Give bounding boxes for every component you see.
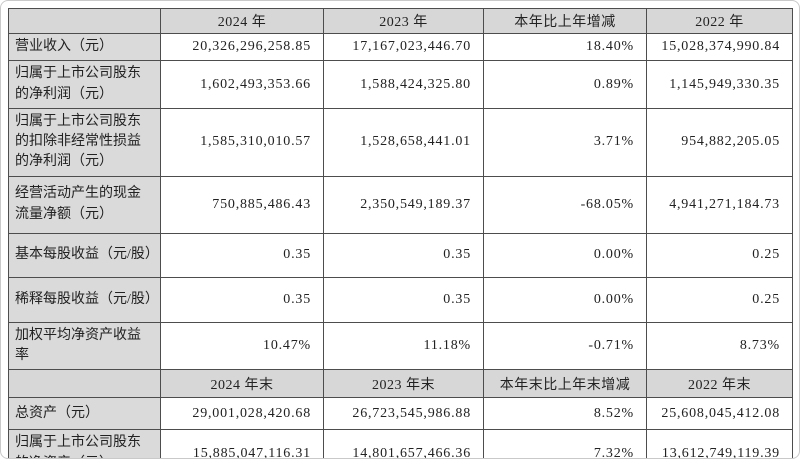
- value-2024: 0.35: [160, 232, 324, 278]
- row-label: 营业收入（元）: [8, 32, 161, 62]
- header-yoy-change: 本年比上年增减: [483, 8, 647, 34]
- value-2022: 0.25: [646, 276, 793, 323]
- value-change: 7.32%: [483, 429, 647, 458]
- header-blank-cell: [8, 8, 161, 34]
- value-change: 0.00%: [483, 276, 647, 323]
- value-2022: 0.25: [646, 232, 793, 278]
- row-label: 归属于上市公司股东的净利润（元）: [8, 60, 161, 109]
- value-2022: 4,941,271,184.73: [646, 175, 793, 234]
- value-change: 0.00%: [483, 232, 647, 278]
- table-row-basic-eps: 基本每股收益（元/股） 0.35 0.35 0.00% 0.25: [8, 232, 793, 278]
- header-2022: 2022 年: [646, 8, 793, 34]
- value-2024: 15,885,047,116.31: [160, 429, 324, 458]
- value-2022: 25,608,045,412.08: [646, 397, 793, 431]
- value-2023: 26,723,545,986.88: [323, 397, 484, 431]
- row-label: 基本每股收益（元/股）: [8, 232, 161, 278]
- table-row-net-profit: 归属于上市公司股东的净利润（元） 1,602,493,353.66 1,588,…: [8, 60, 793, 109]
- value-2024: 750,885,486.43: [160, 175, 324, 234]
- table-row-weighted-avg-roe: 加权平均净资产收益率 10.47% 11.18% -0.71% 8.73%: [8, 321, 793, 371]
- value-2023: 1,588,424,325.80: [323, 60, 484, 109]
- row-label: 归属于上市公司股东的净资产（元）: [8, 429, 161, 458]
- table-row-operating-cash-flow: 经营活动产生的现金流量净额（元） 750,885,486.43 2,350,54…: [8, 175, 793, 234]
- financial-summary-table: 2024 年 2023 年 本年比上年增减 2022 年 营业收入（元） 20,…: [8, 8, 793, 458]
- value-2022: 1,145,949,330.35: [646, 60, 793, 109]
- header-blank-cell: [8, 369, 161, 399]
- header-2022-eoy: 2022 年末: [646, 369, 793, 399]
- value-2022: 13,612,749,119.39: [646, 429, 793, 458]
- value-2023: 17,167,023,446.70: [323, 32, 484, 62]
- value-2023: 0.35: [323, 232, 484, 278]
- row-label: 归属于上市公司股东的扣除非经常性损益的净利润（元）: [8, 107, 161, 177]
- value-change: 8.52%: [483, 397, 647, 431]
- header-row-eoy: 2024 年末 2023 年末 本年末比上年末增减 2022 年末: [8, 369, 793, 399]
- row-label: 稀释每股收益（元/股）: [8, 276, 161, 323]
- value-2024: 1,585,310,010.57: [160, 107, 324, 177]
- table-row-diluted-eps: 稀释每股收益（元/股） 0.35 0.35 0.00% 0.25: [8, 276, 793, 323]
- row-label: 总资产（元）: [8, 397, 161, 431]
- header-eoy-change: 本年末比上年末增减: [483, 369, 647, 399]
- value-2024: 20,326,296,258.85: [160, 32, 324, 62]
- table-row-revenue: 营业收入（元） 20,326,296,258.85 17,167,023,446…: [8, 32, 793, 62]
- value-2023: 0.35: [323, 276, 484, 323]
- header-2023: 2023 年: [323, 8, 484, 34]
- table-row-net-profit-excl-nonrecurring: 归属于上市公司股东的扣除非经常性损益的净利润（元） 1,585,310,010.…: [8, 107, 793, 177]
- value-2023: 2,350,549,189.37: [323, 175, 484, 234]
- value-change: 0.89%: [483, 60, 647, 109]
- value-2023: 1,528,658,441.01: [323, 107, 484, 177]
- value-2024: 10.47%: [160, 321, 324, 371]
- value-change: -0.71%: [483, 321, 647, 371]
- value-2024: 0.35: [160, 276, 324, 323]
- value-2023: 14,801,657,466.36: [323, 429, 484, 458]
- row-label: 加权平均净资产收益率: [8, 321, 161, 371]
- value-2022: 8.73%: [646, 321, 793, 371]
- header-2024: 2024 年: [160, 8, 324, 34]
- value-change: 3.71%: [483, 107, 647, 177]
- table-row-total-assets: 总资产（元） 29,001,028,420.68 26,723,545,986.…: [8, 397, 793, 431]
- value-2023: 11.18%: [323, 321, 484, 371]
- row-label: 经营活动产生的现金流量净额（元）: [8, 175, 161, 234]
- value-change: -68.05%: [483, 175, 647, 234]
- value-2022: 954,882,205.05: [646, 107, 793, 177]
- value-2022: 15,028,374,990.84: [646, 32, 793, 62]
- table-row-net-assets: 归属于上市公司股东的净资产（元） 15,885,047,116.31 14,80…: [8, 429, 793, 458]
- value-2024: 29,001,028,420.68: [160, 397, 324, 431]
- header-row-annual: 2024 年 2023 年 本年比上年增减 2022 年: [8, 8, 793, 34]
- value-2024: 1,602,493,353.66: [160, 60, 324, 109]
- header-2024-eoy: 2024 年末: [160, 369, 324, 399]
- header-2023-eoy: 2023 年末: [323, 369, 484, 399]
- value-change: 18.40%: [483, 32, 647, 62]
